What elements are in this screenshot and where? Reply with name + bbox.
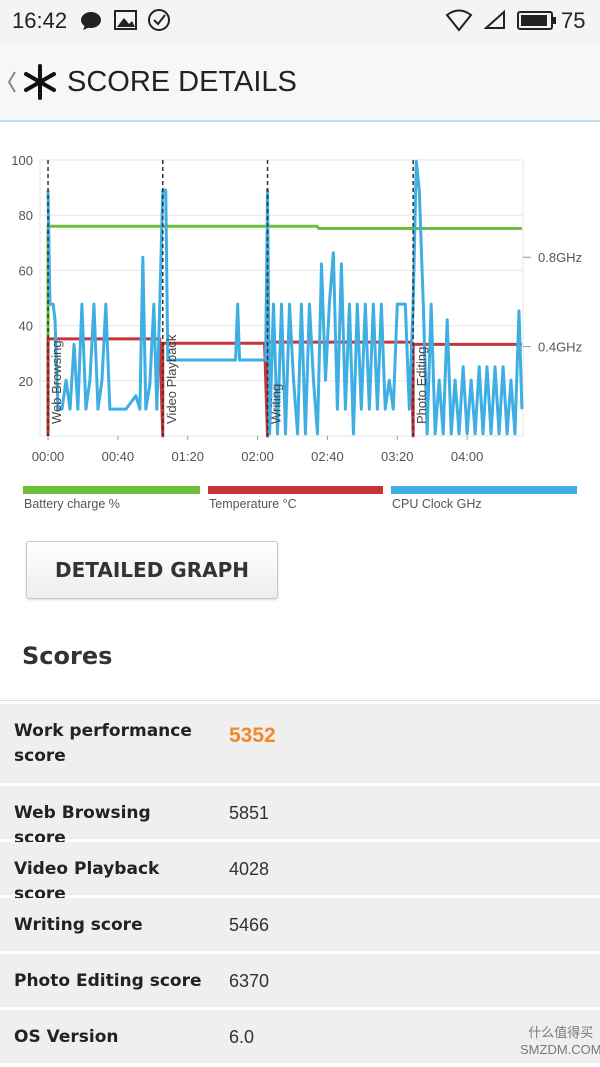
status-icons <box>81 9 556 32</box>
x-tick-label: 00:40 <box>102 449 135 464</box>
legend-label: Battery charge % <box>24 497 120 511</box>
legend-swatch <box>208 486 383 494</box>
score-value: 6.0 <box>229 1027 255 1047</box>
score-row: Web Browsing score 5851 <box>0 786 600 848</box>
score-value: 5352 <box>229 724 276 747</box>
x-tick-label: 03:20 <box>381 449 414 464</box>
score-label: Writing score <box>14 915 143 935</box>
y-tick-label: 80 <box>19 208 33 223</box>
event-label: Web Browsing <box>49 340 64 424</box>
scores-table: Work performance score 5352 Web Browsing s… <box>0 700 600 1063</box>
score-value: 5851 <box>229 803 270 823</box>
score-row: Video Playback score 4028 <box>0 842 600 904</box>
app-bar: SCORE DETAILS <box>0 42 600 122</box>
x-tick-label: 02:00 <box>241 449 274 464</box>
y-tick-label: 40 <box>19 319 33 334</box>
event-label: Video Playback <box>164 334 179 424</box>
section-title: Scores <box>22 642 113 670</box>
watermark-text: 什么值得买 <box>528 1025 594 1040</box>
score-row: OS Version 6.0 <box>0 1010 600 1063</box>
score-row: Photo Editing score 6370 <box>0 954 600 1007</box>
score-label: OS Version <box>14 1027 119 1047</box>
score-value: 5466 <box>229 915 270 935</box>
y-tick-label: 20 <box>19 374 33 389</box>
series-line <box>46 159 524 436</box>
x-tick-label: 04:00 <box>451 449 484 464</box>
y2-tick-label: 0.8GHz <box>538 250 582 265</box>
event-label: Photo Editing <box>414 347 429 424</box>
legend-swatch <box>391 486 577 494</box>
battery-level: 75 <box>561 8 586 33</box>
screen-title: SCORE DETAILS <box>67 66 297 98</box>
score-label: Work performance score <box>14 721 192 766</box>
status-bar: 16:42 75 <box>0 0 600 42</box>
y-tick-label: 100 <box>11 153 33 168</box>
watermark: 什么值得买 SMZDM.COM <box>520 1024 600 1058</box>
x-tick-label: 00:00 <box>32 449 65 464</box>
chart: 20 40 60 80 100 0.4GHz 0.8GHz 00:00 00:40 01:20 02… <box>11 153 582 511</box>
score-value: 6370 <box>229 971 270 991</box>
y-tick-label: 60 <box>19 263 33 278</box>
score-row: Writing score 5466 <box>0 898 600 951</box>
x-tick-label: 02:40 <box>311 449 344 464</box>
score-row: Work performance score 5352 <box>0 704 600 783</box>
clock: 16:42 <box>12 8 68 33</box>
detailed-graph-button[interactable]: DETAILED GRAPH <box>26 541 278 599</box>
back-icon[interactable] <box>0 42 62 120</box>
score-value: 4028 <box>229 859 270 879</box>
legend-label: Temperature °C <box>209 497 297 511</box>
score-label: Photo Editing score <box>14 971 202 991</box>
watermark-text: SMZDM.COM <box>520 1042 600 1057</box>
x-tick-label: 01:20 <box>171 449 204 464</box>
legend-label: CPU Clock GHz <box>392 497 482 511</box>
y2-tick-label: 0.4GHz <box>538 340 582 355</box>
legend-swatch <box>23 486 200 494</box>
event-label: Writing <box>269 384 284 424</box>
